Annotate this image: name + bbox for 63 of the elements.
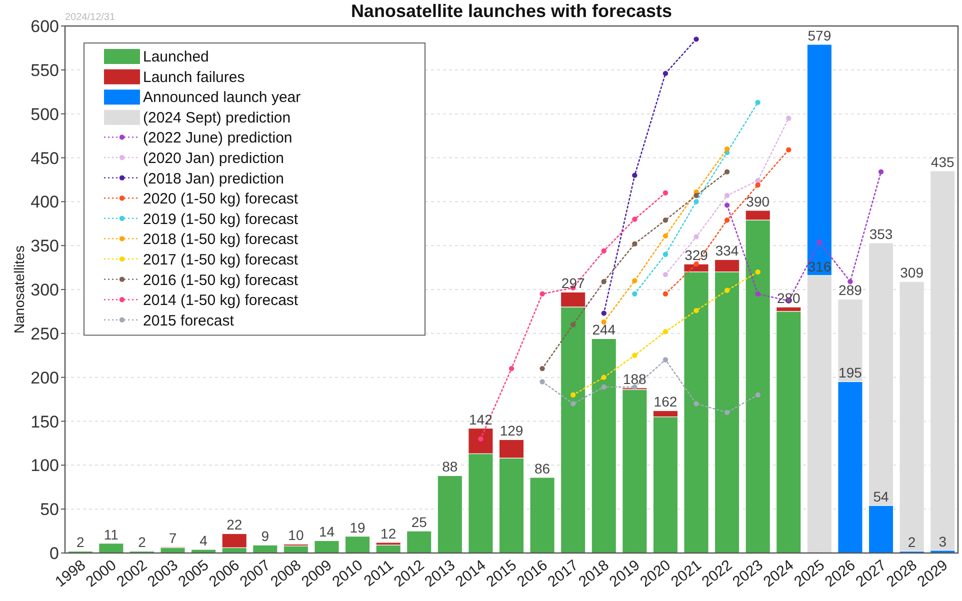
total-label: 129	[500, 422, 524, 439]
total-label: 14	[318, 524, 335, 540]
legend-label: Announced launch year	[143, 89, 301, 106]
total-label: 334	[715, 242, 739, 259]
y-tick-label: 200	[30, 368, 59, 388]
legend-label: 2020 (1-50 kg) forecast	[143, 190, 299, 208]
total-label: 10	[288, 527, 304, 544]
y-tick-label: 100	[30, 456, 59, 476]
chart-title: Nanosatellite launches with forecasts	[350, 1, 672, 21]
total-label: 7	[168, 530, 177, 546]
legend-label: (2018 Jan) prediction	[143, 170, 284, 188]
total-label: 12	[380, 525, 396, 542]
legend-label: Launch failures	[143, 68, 245, 86]
y-tick-label: 550	[30, 60, 59, 80]
data-label: 289	[838, 282, 862, 298]
data-label: 3	[938, 533, 947, 550]
text: 2024/12/31	[65, 12, 116, 23]
legend-label: 2017 (1-50 kg) forecast	[143, 252, 299, 268]
y-tick-label: 0	[50, 544, 59, 563]
legend-label: Launched	[143, 48, 209, 66]
y-tick-label: 150	[30, 412, 59, 432]
total-label: 11	[104, 526, 119, 542]
y-tick-label: 400	[30, 192, 59, 212]
data-label: 353	[869, 226, 893, 242]
total-label: 390	[746, 193, 770, 210]
y-tick-label: 300	[30, 280, 59, 300]
y-tick-label: 50	[40, 500, 59, 520]
total-label: 19	[350, 519, 366, 536]
total-label: 188	[622, 370, 647, 387]
total-label: 25	[411, 514, 428, 530]
data-label: 54	[873, 488, 890, 505]
legend-label: (2024 Sept) prediction	[143, 109, 291, 126]
legend-label: 2016 (1-50 kg) forecast	[143, 272, 299, 289]
y-axis-title: Nanosatellites	[11, 246, 27, 334]
y-tick-label: 350	[30, 236, 59, 256]
total-label: 162	[654, 394, 678, 410]
total-label: 88	[442, 458, 458, 475]
total-label: 2	[76, 534, 84, 550]
data-label: 579	[808, 27, 832, 44]
data-label: 316	[808, 258, 832, 274]
total-label: 244	[592, 322, 616, 338]
data-label: 435	[930, 154, 954, 170]
y-tick-label: 600	[30, 17, 59, 36]
legend-label: 2019 (1-50 kg) forecast	[143, 210, 299, 228]
legend-label: 2015 forecast	[143, 312, 235, 330]
total-label: 9	[261, 528, 270, 544]
data-label: 2	[908, 534, 916, 550]
legend-label: (2020 Jan) prediction	[143, 150, 284, 167]
data-label: 195	[838, 364, 862, 381]
data-label: 309	[900, 264, 924, 281]
total-label: 22	[226, 516, 242, 533]
y-tick-label: 450	[30, 148, 59, 168]
legend-label: 2014 (1-50 kg) forecast	[143, 292, 299, 310]
y-tick-label: 250	[30, 324, 59, 344]
total-label: 142	[469, 411, 493, 428]
total-label: 4	[200, 532, 208, 548]
legend-label: (2022 June) prediction	[143, 130, 292, 147]
total-label: 2	[138, 534, 146, 550]
total-label: 86	[534, 460, 550, 476]
total-label: 329	[684, 247, 708, 264]
legend-label: 2018 (1-50 kg) forecast	[143, 231, 299, 248]
y-tick-label: 500	[30, 104, 59, 124]
total-label: 297	[561, 275, 585, 292]
